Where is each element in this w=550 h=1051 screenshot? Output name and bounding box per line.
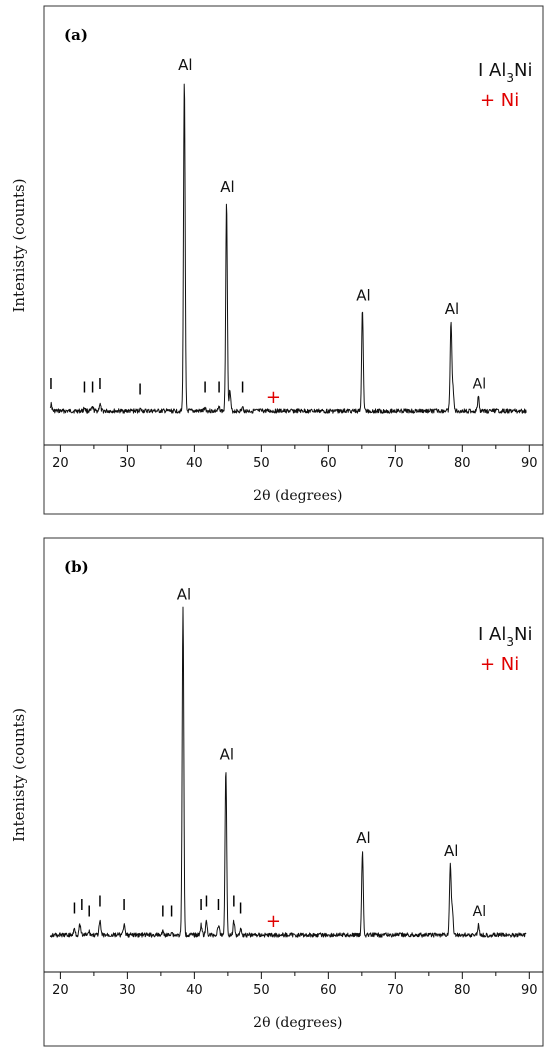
ni-peak-marker: + bbox=[266, 387, 281, 408]
al3ni-peak-marker: I bbox=[169, 903, 173, 921]
al3ni-peak-marker: I bbox=[72, 899, 76, 917]
al3ni-peak-marker: I bbox=[82, 379, 86, 397]
al3ni-peak-marker: I bbox=[138, 380, 142, 398]
peak-label-al: Al bbox=[356, 286, 370, 304]
x-tick-label: 90 bbox=[521, 456, 538, 471]
y-axis-label: Intenisty (counts) bbox=[10, 708, 28, 842]
x-tick-label: 50 bbox=[253, 983, 270, 998]
legend-ni: + Ni bbox=[480, 654, 519, 675]
x-tick-label: 60 bbox=[320, 983, 337, 998]
peak-label-al: Al bbox=[444, 842, 458, 860]
peak-label-al: Al bbox=[178, 56, 192, 74]
x-tick-label: 20 bbox=[52, 983, 69, 998]
x-tick-label: 50 bbox=[253, 456, 270, 471]
xrd-trace bbox=[49, 606, 527, 938]
panel-b: 20 30 40 50 60 70 80 90 2θ (degrees) Intenisty (c… bbox=[0, 532, 550, 1051]
al3ni-peak-marker: I bbox=[161, 903, 165, 921]
x-tick-label: 70 bbox=[387, 983, 404, 998]
x-axis-label: 2θ (degrees) bbox=[253, 488, 342, 504]
x-axis-label: 2θ (degrees) bbox=[253, 1015, 342, 1031]
al3ni-peak-marker: I bbox=[217, 379, 221, 397]
x-tick-label: 30 bbox=[119, 983, 136, 998]
al3ni-peak-marker: I bbox=[90, 379, 94, 397]
legend-al3ni: I Al3Ni bbox=[478, 624, 532, 649]
peak-label-al: Al bbox=[473, 376, 486, 392]
panel-a: 20 30 40 50 60 70 80 90 2θ (degrees) Intenisty (c… bbox=[0, 0, 550, 519]
y-axis-label: Intenisty (counts) bbox=[10, 178, 28, 312]
peak-label-al: Al bbox=[177, 586, 191, 604]
panel-frame bbox=[43, 537, 544, 1047]
x-tick-label: 90 bbox=[521, 983, 538, 998]
x-tick-label: 80 bbox=[454, 983, 471, 998]
panel-label: (b) bbox=[64, 558, 89, 576]
al3ni-peak-marker: I bbox=[238, 899, 242, 917]
al3ni-peak-marker: I bbox=[122, 896, 126, 914]
x-tick-label: 60 bbox=[320, 456, 337, 471]
al3ni-peak-marker: I bbox=[203, 379, 207, 397]
al3ni-peak-marker: I bbox=[98, 893, 102, 911]
x-tick-label: 40 bbox=[186, 456, 203, 471]
al3ni-peak-marker: I bbox=[240, 379, 244, 397]
x-tick-label: 70 bbox=[387, 456, 404, 471]
legend-al3ni: I Al3Ni bbox=[478, 60, 532, 85]
peak-label-al: Al bbox=[473, 904, 486, 920]
xrd-trace bbox=[49, 83, 527, 414]
peak-label-al: Al bbox=[220, 178, 234, 196]
al3ni-peak-marker: I bbox=[204, 893, 208, 911]
panel-label: (a) bbox=[64, 26, 88, 44]
al3ni-peak-marker: I bbox=[87, 903, 91, 921]
peak-label-al: Al bbox=[220, 746, 234, 764]
peak-label-al: Al bbox=[445, 300, 459, 318]
ni-peak-marker: + bbox=[266, 911, 281, 932]
x-tick-label: 30 bbox=[119, 456, 136, 471]
x-tick-label: 40 bbox=[186, 983, 203, 998]
xrd-chart-b: 20 30 40 50 60 70 80 90 2θ (degrees) Intenisty (c… bbox=[10, 537, 544, 1047]
al3ni-peak-marker: I bbox=[49, 375, 53, 393]
x-tick-label: 80 bbox=[454, 456, 471, 471]
panel-frame bbox=[43, 5, 544, 515]
al3ni-peak-marker: I bbox=[98, 375, 102, 393]
al3ni-peak-marker: I bbox=[199, 896, 203, 914]
al3ni-peak-marker: I bbox=[80, 896, 84, 914]
xrd-chart-a: 20 30 40 50 60 70 80 90 2θ (degrees) Intenisty (c… bbox=[10, 5, 544, 515]
x-tick-label: 20 bbox=[52, 456, 69, 471]
peak-label-al: Al bbox=[356, 829, 370, 847]
al3ni-peak-marker: I bbox=[232, 893, 236, 911]
legend-ni: + Ni bbox=[480, 90, 519, 111]
al3ni-peak-marker: I bbox=[216, 896, 220, 914]
